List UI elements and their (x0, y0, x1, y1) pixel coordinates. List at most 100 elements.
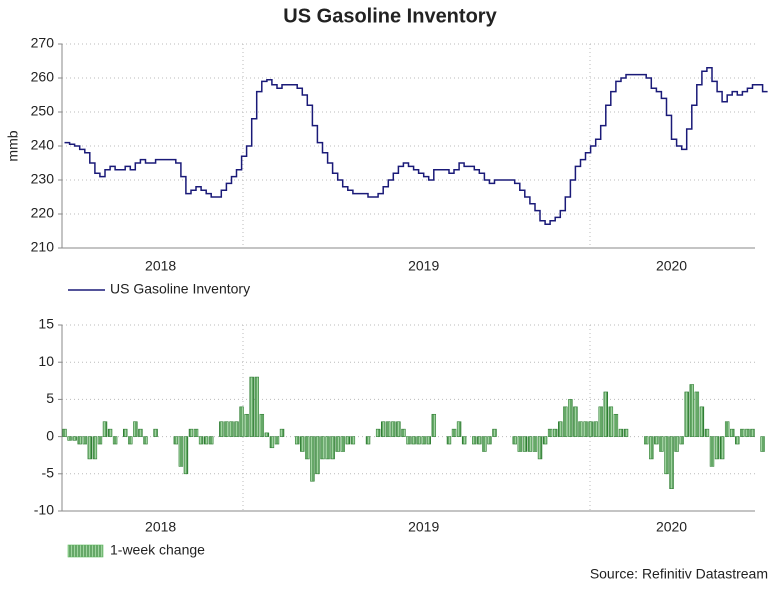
bar (603, 391, 608, 437)
bar (249, 376, 254, 437)
bar (264, 432, 270, 437)
bar (421, 436, 426, 445)
bar (173, 436, 179, 445)
bar (532, 436, 538, 452)
bar (209, 436, 214, 445)
bar (391, 421, 396, 437)
bar (365, 436, 371, 445)
bar (82, 436, 87, 445)
bar (315, 436, 320, 475)
bar (274, 436, 280, 445)
bar (654, 436, 659, 445)
bar (411, 436, 416, 445)
bar (239, 406, 244, 437)
bar (694, 391, 700, 437)
bar (153, 428, 158, 437)
y-axis-label: mmb (5, 130, 21, 161)
bar (623, 428, 629, 437)
bar (578, 421, 583, 437)
bar (735, 436, 740, 445)
bar (644, 436, 649, 445)
bar (320, 436, 325, 460)
bar (563, 406, 568, 437)
x-tick-label: 2018 (145, 258, 176, 274)
bar (401, 428, 406, 437)
bar (102, 421, 108, 437)
bar (77, 436, 82, 445)
y-tick-label: -10 (34, 502, 54, 518)
y-tick-label: 260 (31, 69, 55, 85)
chart-title: US Gasoline Inventory (283, 5, 497, 27)
bar (446, 436, 452, 445)
legend-swatch (67, 544, 104, 558)
bar (198, 436, 204, 445)
bar (537, 436, 543, 460)
y-tick-label: 0 (46, 427, 54, 443)
bar (426, 436, 431, 445)
bar (229, 421, 234, 437)
bar (684, 391, 689, 437)
bar (244, 413, 249, 437)
bar (340, 436, 345, 452)
bar (386, 421, 391, 437)
bar (664, 436, 669, 475)
bar (568, 399, 573, 437)
bar (689, 384, 694, 437)
bar (203, 436, 209, 445)
bar (335, 436, 340, 452)
bar (760, 436, 765, 452)
bar (558, 421, 563, 437)
x-tick-label: 2019 (408, 258, 439, 274)
bar (72, 436, 77, 441)
bar (325, 436, 330, 460)
bar (669, 436, 674, 489)
bar (431, 413, 437, 437)
bar (714, 436, 720, 460)
bar (461, 436, 467, 445)
bar (613, 413, 619, 437)
bar (745, 428, 750, 437)
bar (396, 421, 401, 437)
bar (123, 428, 128, 437)
bar (294, 436, 300, 445)
bar (547, 428, 553, 437)
bar (234, 421, 239, 437)
bar (724, 421, 730, 437)
bar (482, 436, 487, 452)
bar (330, 436, 335, 460)
bar (659, 436, 664, 452)
y-tick-label: 240 (31, 137, 55, 153)
bar (699, 406, 705, 437)
bar (730, 428, 735, 437)
bar (375, 428, 381, 437)
bar (416, 436, 421, 445)
bar (178, 436, 184, 467)
bar (492, 428, 497, 437)
bar (649, 436, 654, 460)
bar (517, 436, 523, 452)
bar (598, 406, 603, 437)
bar (107, 428, 113, 437)
bar (133, 421, 138, 437)
bar (279, 428, 285, 437)
x-tick-label: 2020 (656, 519, 687, 535)
bar (62, 428, 67, 437)
bar (380, 421, 386, 437)
bar (512, 436, 517, 445)
bar (552, 428, 558, 437)
y-tick-label: 250 (31, 103, 55, 119)
bar (542, 436, 548, 445)
bar (188, 428, 194, 437)
bar (193, 428, 199, 437)
bar (310, 436, 315, 482)
bar (674, 436, 679, 452)
y-tick-label: 270 (31, 35, 55, 51)
bar (345, 436, 351, 445)
bar (618, 428, 624, 437)
line (64, 67, 768, 225)
y-tick-label: 220 (31, 205, 55, 221)
bar (750, 428, 755, 437)
bar (269, 436, 275, 449)
y-tick-label: 5 (46, 390, 54, 406)
x-tick-label: 2019 (408, 519, 439, 535)
